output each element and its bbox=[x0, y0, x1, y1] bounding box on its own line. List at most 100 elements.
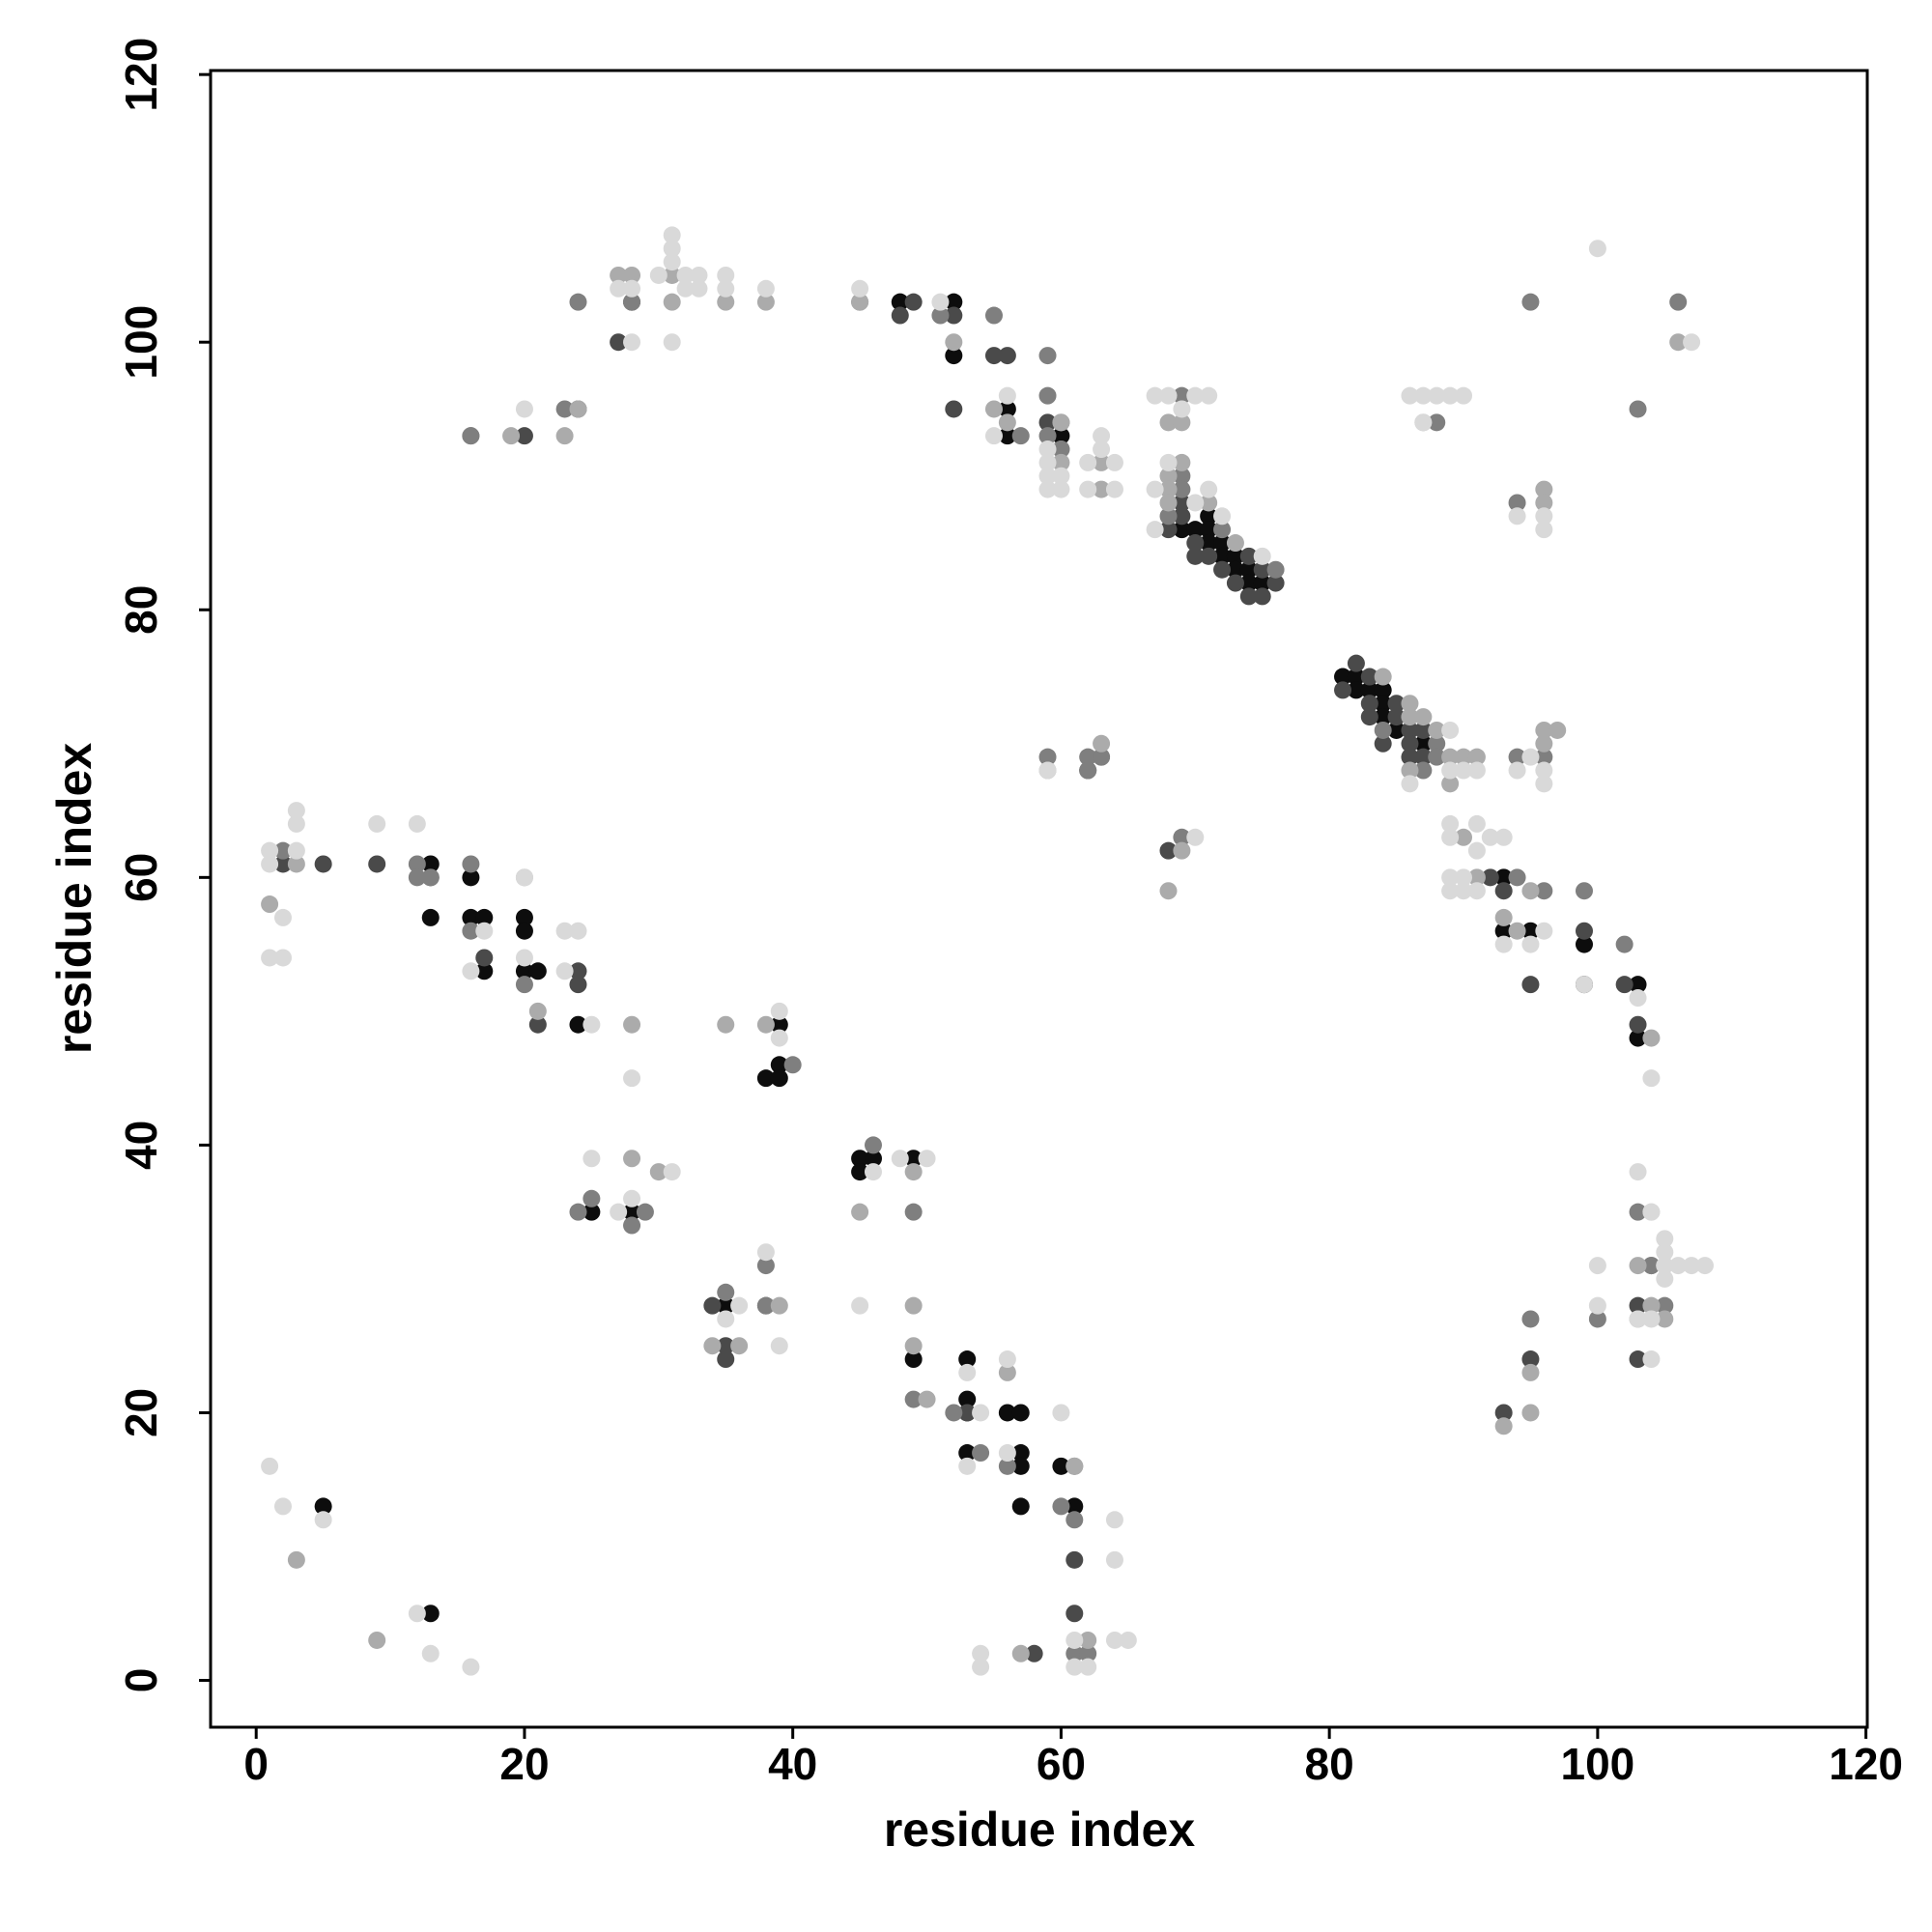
point bbox=[1146, 480, 1164, 498]
point bbox=[582, 1203, 601, 1221]
x-axis-label: residue index bbox=[884, 1803, 1196, 1857]
point bbox=[1629, 1310, 1647, 1328]
point bbox=[569, 922, 587, 940]
point bbox=[945, 333, 963, 352]
point bbox=[1146, 521, 1164, 539]
point bbox=[1656, 1257, 1674, 1275]
point bbox=[528, 962, 547, 980]
point bbox=[287, 841, 305, 860]
point bbox=[1441, 748, 1460, 766]
point bbox=[1374, 668, 1392, 686]
plot-points bbox=[261, 226, 1714, 1676]
point bbox=[555, 400, 574, 418]
point bbox=[1441, 828, 1460, 846]
point bbox=[1052, 453, 1070, 471]
point bbox=[1467, 814, 1486, 833]
point bbox=[623, 1150, 641, 1168]
point bbox=[904, 1296, 923, 1315]
point bbox=[770, 1002, 788, 1020]
point bbox=[1374, 708, 1392, 726]
point bbox=[945, 400, 963, 418]
point bbox=[676, 279, 695, 298]
point bbox=[1629, 1015, 1647, 1034]
point bbox=[1656, 1310, 1674, 1328]
point bbox=[1467, 882, 1486, 900]
point bbox=[1441, 761, 1460, 780]
point bbox=[984, 400, 1003, 418]
point bbox=[1052, 1497, 1070, 1516]
point bbox=[421, 908, 440, 926]
point bbox=[462, 962, 480, 980]
point bbox=[314, 1511, 332, 1529]
point bbox=[1401, 748, 1419, 766]
point bbox=[1521, 882, 1540, 900]
point bbox=[1213, 507, 1232, 526]
point bbox=[958, 1444, 977, 1463]
point bbox=[690, 266, 708, 284]
point bbox=[1455, 828, 1473, 846]
point bbox=[1105, 1631, 1123, 1649]
point bbox=[515, 400, 533, 418]
point bbox=[1200, 521, 1218, 539]
point bbox=[408, 855, 426, 873]
point bbox=[1079, 1644, 1097, 1662]
point bbox=[1695, 1257, 1714, 1275]
point bbox=[1226, 534, 1244, 553]
point bbox=[1173, 400, 1191, 418]
point bbox=[730, 1337, 749, 1355]
point bbox=[1105, 1550, 1123, 1569]
point bbox=[1508, 748, 1526, 766]
point bbox=[1521, 935, 1540, 953]
point bbox=[1159, 507, 1178, 526]
point bbox=[1200, 507, 1218, 526]
point bbox=[1455, 748, 1473, 766]
point bbox=[1079, 1658, 1097, 1676]
point bbox=[1494, 935, 1513, 953]
point bbox=[1535, 734, 1553, 753]
point bbox=[1521, 1404, 1540, 1422]
point bbox=[1535, 761, 1553, 780]
point bbox=[1455, 386, 1473, 405]
point bbox=[1347, 681, 1365, 699]
point bbox=[851, 293, 869, 311]
point bbox=[1401, 721, 1419, 739]
point bbox=[569, 962, 587, 980]
point bbox=[287, 855, 305, 873]
point bbox=[1374, 695, 1392, 713]
point bbox=[1642, 1310, 1661, 1328]
point bbox=[1455, 761, 1473, 780]
point bbox=[1387, 721, 1406, 739]
point bbox=[610, 333, 628, 352]
point bbox=[717, 1296, 735, 1315]
point bbox=[1159, 413, 1178, 432]
point bbox=[1093, 440, 1111, 459]
point bbox=[1038, 467, 1057, 485]
point bbox=[1038, 480, 1057, 498]
point bbox=[1253, 560, 1271, 579]
point bbox=[1428, 748, 1446, 766]
point bbox=[1065, 1605, 1084, 1623]
point bbox=[1239, 587, 1258, 606]
point bbox=[1011, 427, 1030, 445]
point bbox=[273, 949, 292, 967]
point bbox=[1374, 734, 1392, 753]
point bbox=[1159, 467, 1178, 485]
point bbox=[958, 1350, 977, 1369]
point bbox=[1521, 1310, 1540, 1328]
point bbox=[1038, 748, 1057, 766]
point bbox=[1683, 1257, 1701, 1275]
point bbox=[756, 1296, 775, 1315]
point bbox=[1521, 976, 1540, 994]
point bbox=[1079, 761, 1097, 780]
point bbox=[1159, 882, 1178, 900]
point bbox=[1401, 708, 1419, 726]
point bbox=[770, 1069, 788, 1088]
point bbox=[998, 1350, 1016, 1369]
point bbox=[1347, 668, 1365, 686]
point bbox=[1239, 560, 1258, 579]
point bbox=[1173, 453, 1191, 471]
point bbox=[1159, 386, 1178, 405]
point bbox=[1038, 440, 1057, 459]
point bbox=[1508, 494, 1526, 512]
